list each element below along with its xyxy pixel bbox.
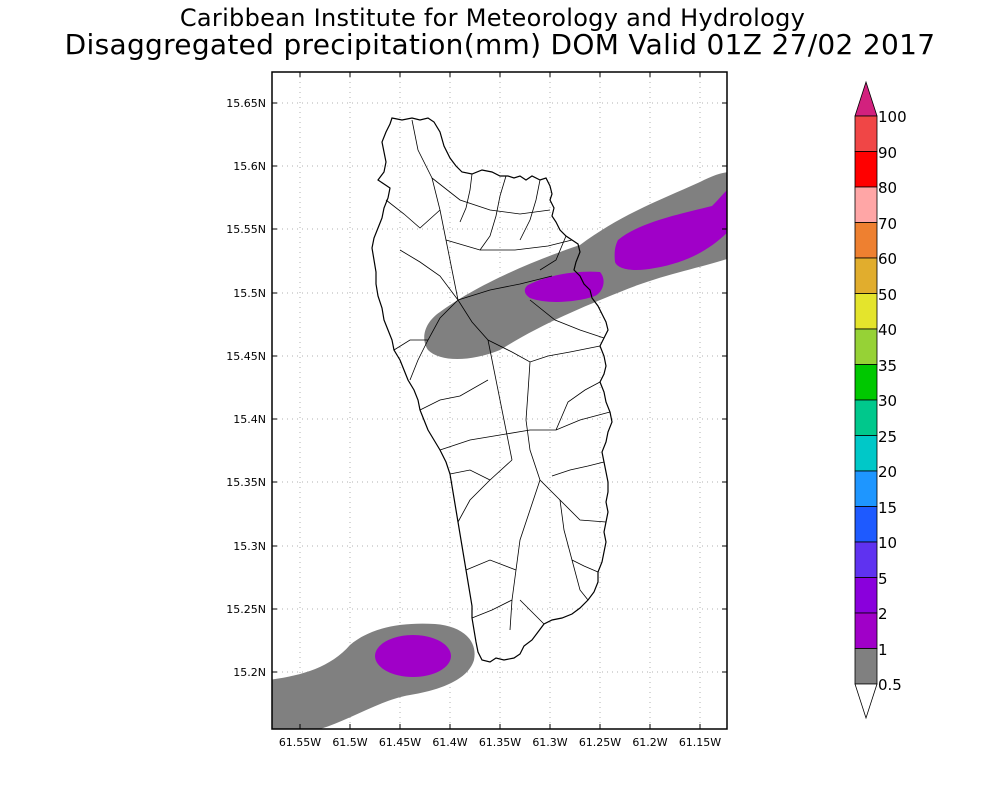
color-bar-label: 0.5 (878, 676, 902, 694)
color-bar-label: 20 (878, 463, 897, 481)
color-bar-label: 15 (878, 499, 897, 517)
color-bar-swatch (854, 115, 878, 152)
lon-tick-label: 61.3W (532, 736, 567, 749)
color-bar-swatch (854, 470, 878, 507)
axis-tick-marks (272, 72, 727, 729)
color-bar-swatch (854, 257, 878, 294)
color-bar-swatch (854, 293, 878, 330)
color-bar-swatch (854, 222, 878, 259)
lat-tick-label: 15.45N (226, 350, 266, 363)
lon-tick-label: 61.35W (479, 736, 521, 749)
lat-tick-label: 15.2N (233, 666, 266, 679)
color-bar-label: 25 (878, 428, 897, 446)
color-bar-label: 5 (878, 570, 888, 588)
color-bar-label: 90 (878, 144, 897, 162)
lat-tick-label: 15.25N (226, 603, 266, 616)
map-title-institute: Caribbean Institute for Meteorology and … (179, 4, 806, 32)
lon-tick-label: 61.45W (379, 736, 421, 749)
color-bar-swatch (854, 435, 878, 472)
color-bar-swatch (854, 151, 878, 188)
lon-tick-label: 61.4W (432, 736, 467, 749)
color-bar-label: 1 (878, 641, 888, 659)
color-bar-label: 100 (878, 108, 907, 126)
precip-band-northeast (424, 172, 727, 359)
color-bar-swatch (854, 506, 878, 543)
color-bar-label: 10 (878, 534, 897, 552)
color-bar-label: 50 (878, 286, 897, 304)
color-bar-labels: 100 90 80 70 60 50 40 35 30 25 20 15 10 … (878, 108, 907, 694)
color-bar-swatch (854, 186, 878, 223)
lat-tick-label: 15.6N (233, 160, 266, 173)
lat-tick-label: 15.3N (233, 540, 266, 553)
color-bar-swatch (854, 648, 878, 685)
color-bar-top-arrow (854, 80, 878, 117)
lon-tick-label: 61.2W (632, 736, 667, 749)
color-bar-swatch (854, 541, 878, 578)
color-bar-swatch (854, 328, 878, 365)
lat-tick-label: 15.65N (226, 97, 266, 110)
lon-tick-label: 61.15W (679, 736, 721, 749)
color-bar-swatch (854, 612, 878, 649)
longitude-labels: 61.55W 61.5W 61.45W 61.4W 61.35W 61.3W 6… (279, 736, 721, 749)
lon-tick-label: 61.55W (279, 736, 321, 749)
color-bar-swatch (854, 577, 878, 614)
lat-tick-label: 15.35N (226, 476, 266, 489)
precip-core-southwest (375, 635, 451, 677)
map-grid (272, 72, 727, 729)
precipitation-color-bar (854, 80, 878, 720)
map-title-product: Disaggregated precipitation(mm) DOM Vali… (64, 28, 936, 61)
lon-tick-label: 61.25W (579, 736, 621, 749)
precip-core-northeast-1 (524, 271, 604, 302)
color-bar-bottom-arrow (854, 683, 878, 720)
color-bar-label: 70 (878, 215, 897, 233)
color-bar-label: 30 (878, 392, 897, 410)
lat-tick-label: 15.4N (233, 413, 266, 426)
watershed-boundaries (385, 119, 611, 631)
color-bar-swatch (854, 364, 878, 401)
color-bar-label: 40 (878, 321, 897, 339)
color-bar-label: 35 (878, 357, 897, 375)
map-frame (271, 71, 728, 730)
precip-core-northeast-2 (614, 190, 727, 270)
dominica-island-outline (371, 117, 613, 663)
lat-tick-label: 15.5N (233, 287, 266, 300)
lat-tick-label: 15.55N (226, 223, 266, 236)
latitude-labels: 15.65N 15.6N 15.55N 15.5N 15.45N 15.4N 1… (226, 97, 266, 679)
color-bar-swatch (854, 399, 878, 436)
color-bar-label: 2 (878, 605, 888, 623)
color-bar-label: 60 (878, 250, 897, 268)
precip-band-southwest (272, 623, 475, 729)
color-bar-label: 80 (878, 179, 897, 197)
lon-tick-label: 61.5W (332, 736, 367, 749)
